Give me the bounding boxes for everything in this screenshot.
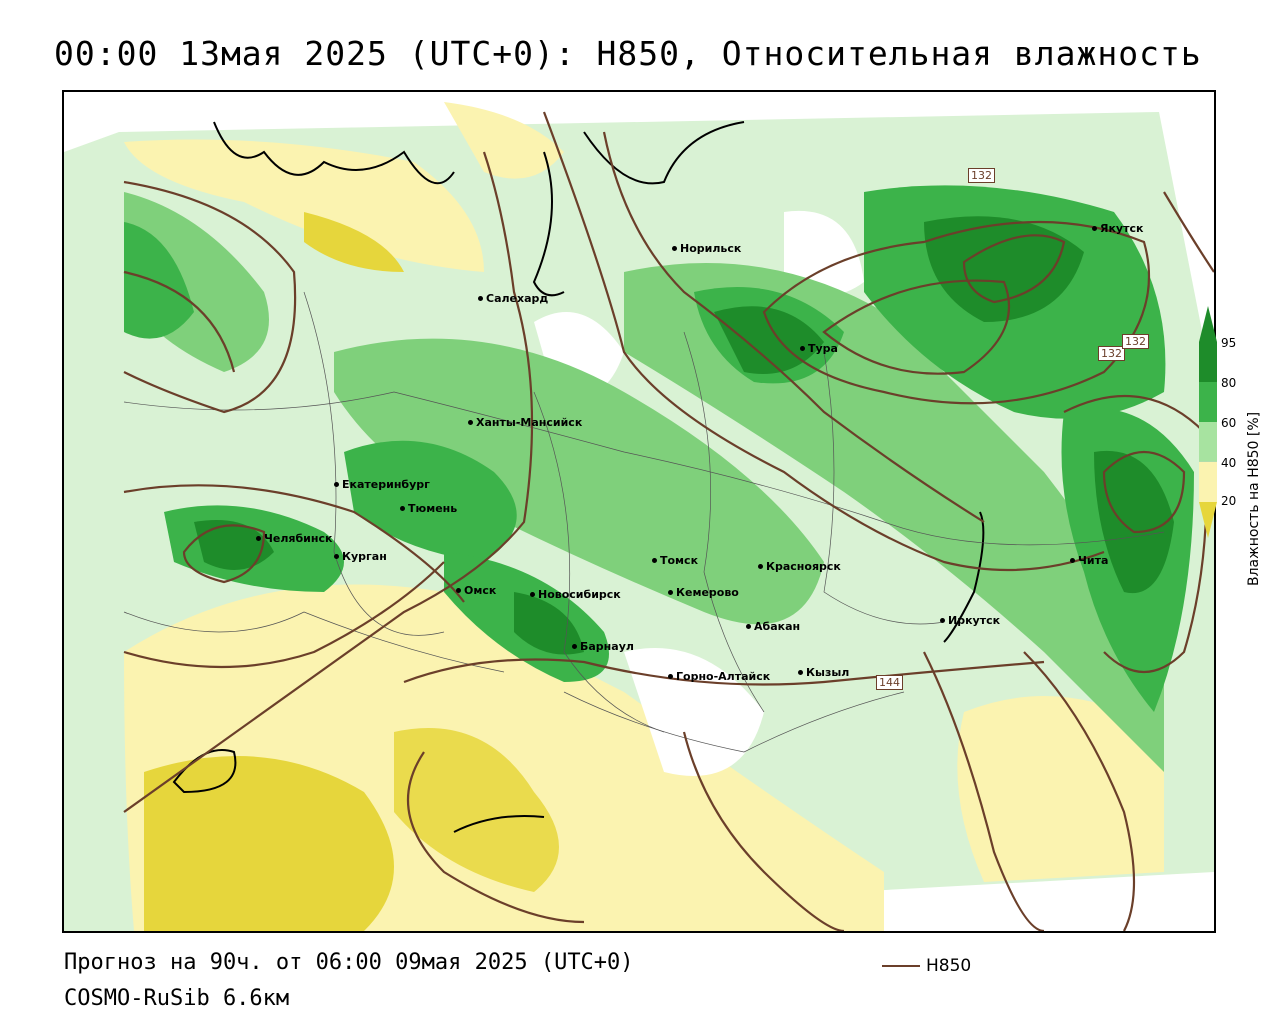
city-marker[interactable]: Абакан (746, 620, 800, 633)
city-marker[interactable]: Барнаул (572, 640, 634, 653)
city-dot-icon (798, 670, 803, 675)
city-dot-icon (256, 536, 261, 541)
city-marker[interactable]: Якутск (1092, 222, 1143, 235)
contour-legend: H850 (882, 956, 971, 976)
humidity-field (64, 92, 1214, 931)
contour-label: 132 (1098, 346, 1125, 361)
map-title: 00:00 13мая 2025 (UTC+0): H850, Относите… (54, 34, 1202, 73)
city-marker[interactable]: Норильск (672, 242, 741, 255)
city-dot-icon (334, 554, 339, 559)
city-marker[interactable]: Курган (334, 550, 387, 563)
colorbar-tick: 60 (1221, 416, 1237, 430)
colorbar-tick: 20 (1221, 494, 1237, 508)
city-marker[interactable]: Кызыл (798, 666, 849, 679)
contour-legend-label: H850 (926, 956, 972, 976)
city-marker[interactable]: Кемерово (668, 586, 739, 599)
city-marker[interactable]: Новосибирск (530, 588, 621, 601)
city-marker[interactable]: Тура (800, 342, 838, 355)
city-dot-icon (478, 296, 483, 301)
city-marker[interactable]: Иркутск (940, 614, 1000, 627)
map-area[interactable]: 132 132 132 144 Норильск Якутск Салехард… (62, 90, 1216, 933)
city-dot-icon (652, 558, 657, 563)
city-marker[interactable]: Ханты-Мансийск (468, 416, 582, 429)
city-dot-icon (800, 346, 805, 351)
city-dot-icon (1070, 558, 1075, 563)
city-marker[interactable]: Горно-Алтайск (668, 670, 770, 683)
city-marker[interactable]: Тюмень (400, 502, 457, 515)
colorbar (1199, 306, 1217, 538)
forecast-info: Прогноз на 90ч. от 06:00 09мая 2025 (UTC… (64, 950, 634, 975)
colorbar-tick: 95 (1221, 336, 1237, 350)
colorbar-tick: 80 (1221, 376, 1237, 390)
city-dot-icon (940, 618, 945, 623)
city-marker[interactable]: Челябинск (256, 532, 332, 545)
city-dot-icon (334, 482, 339, 487)
city-dot-icon (572, 644, 577, 649)
contour-label: 132 (968, 168, 995, 183)
contour-label: 144 (876, 675, 903, 690)
city-dot-icon (668, 674, 673, 679)
city-marker[interactable]: Красноярск (758, 560, 841, 573)
city-dot-icon (668, 590, 673, 595)
city-marker[interactable]: Екатеринбург (334, 478, 430, 491)
city-marker[interactable]: Чита (1070, 554, 1108, 567)
model-info: COSMO-RuSib 6.6км (64, 986, 290, 1011)
city-marker[interactable]: Томск (652, 554, 698, 567)
city-marker[interactable]: Салехард (478, 292, 548, 305)
city-dot-icon (456, 588, 461, 593)
city-dot-icon (530, 592, 535, 597)
city-dot-icon (746, 624, 751, 629)
city-dot-icon (1092, 226, 1097, 231)
city-dot-icon (672, 246, 677, 251)
city-marker[interactable]: Омск (456, 584, 496, 597)
colorbar-tick: 40 (1221, 456, 1237, 470)
city-dot-icon (468, 420, 473, 425)
colorbar-title: Влажность на H850 [%] (1246, 411, 1262, 586)
city-dot-icon (758, 564, 763, 569)
contour-label: 132 (1122, 334, 1149, 349)
contour-line-icon (882, 965, 920, 967)
city-dot-icon (400, 506, 405, 511)
